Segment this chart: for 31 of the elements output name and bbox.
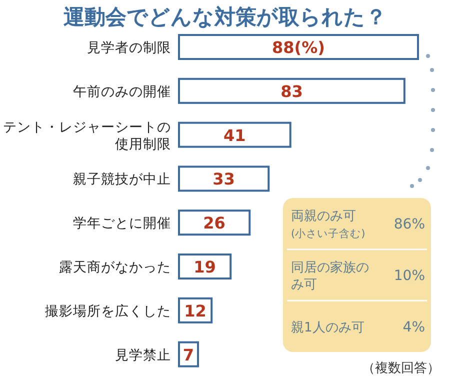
category-label: 両親のみ可(小さい子含む) bbox=[291, 209, 366, 240]
y-tick-label: 撮影場所を広くした bbox=[45, 303, 171, 320]
category-label: 親1人のみ可 bbox=[291, 320, 364, 336]
chart-title: 運動会でどんな対策が取られた？ bbox=[64, 5, 386, 29]
y-tick-label: 午前のみの開催 bbox=[73, 84, 171, 100]
bar bbox=[178, 78, 406, 104]
text: 10% bbox=[394, 268, 425, 284]
data-label: 7 bbox=[182, 345, 194, 364]
bar bbox=[178, 254, 232, 280]
y-tick-label: 学年ごとに開催 bbox=[73, 216, 171, 232]
data-label: 19 bbox=[194, 258, 216, 276]
y-tick-label: 親子競技が中止 bbox=[73, 172, 171, 188]
bar bbox=[178, 122, 292, 148]
y-tick-label: 露天商がなかった bbox=[59, 260, 171, 276]
data-label: 33 bbox=[212, 170, 235, 189]
y-tick-label: 見学禁止 bbox=[115, 347, 171, 364]
y-tick-label: テント・レジャーシートの使用制限 bbox=[3, 119, 171, 152]
data-label: 26 bbox=[203, 214, 226, 233]
annotation: （複数回答） bbox=[362, 361, 440, 376]
bar bbox=[178, 34, 419, 60]
category-label: 同居の家族のみ可 bbox=[291, 260, 369, 292]
data-label: 41 bbox=[224, 126, 246, 145]
text: 86% bbox=[394, 216, 425, 233]
data-label: 12 bbox=[184, 301, 206, 320]
bar bbox=[178, 341, 200, 368]
bar bbox=[178, 166, 270, 192]
data-label: 83 bbox=[280, 82, 303, 101]
text: 4% bbox=[402, 319, 425, 336]
data-label: 88(%) bbox=[272, 38, 325, 57]
bar bbox=[178, 210, 251, 236]
y-tick-label: 見学者の制限 bbox=[87, 40, 171, 56]
